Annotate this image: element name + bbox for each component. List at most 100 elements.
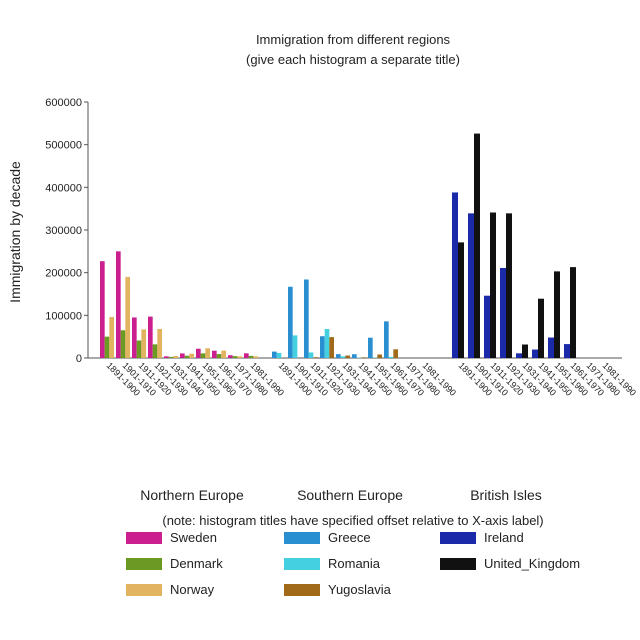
legend-swatch: [440, 558, 476, 570]
bar-greece: [320, 336, 325, 358]
legend-swatch: [126, 558, 162, 570]
bar-united-kingdom: [490, 212, 496, 358]
bar-sweden: [180, 353, 185, 358]
chart-title: Immigration from different regions: [256, 32, 451, 47]
bar-norway: [157, 328, 162, 358]
legend-label: Yugoslavia: [328, 582, 392, 597]
bar-denmark: [232, 356, 238, 358]
y-tick-label: 300000: [45, 225, 82, 237]
bar-romania: [324, 328, 330, 358]
bar-sweden: [148, 316, 153, 358]
bar-united-kingdom: [506, 213, 512, 358]
bar-denmark: [200, 353, 206, 358]
bar-ireland: [484, 295, 490, 358]
x-axis: 1891-19001901-19101911-19201921-19301931…: [105, 360, 639, 398]
legend-swatch: [126, 532, 162, 544]
y-axis-label: Immigration by decade: [7, 161, 23, 303]
bar-norway: [237, 356, 242, 358]
bars: [100, 133, 576, 358]
bar-norway: [125, 276, 130, 358]
y-tick-label: 200000: [45, 268, 82, 280]
group-title: Northern Europe: [140, 487, 244, 503]
y-tick-label: 600000: [45, 97, 82, 109]
bar-romania: [340, 356, 346, 358]
legend-swatch: [284, 584, 320, 596]
bar-yugoslavia: [345, 355, 350, 358]
bar-united-kingdom: [522, 344, 528, 358]
bar-sweden: [244, 353, 249, 358]
bar-ireland: [548, 337, 554, 358]
bar-ireland: [452, 192, 458, 358]
bar-denmark: [248, 355, 254, 358]
legend-note: (note: histogram titles have specified o…: [162, 513, 543, 528]
y-tick-label: 0: [76, 353, 82, 365]
bar-yugoslavia: [393, 349, 398, 358]
bar-denmark: [184, 355, 190, 358]
legend-swatch: [126, 584, 162, 596]
bar-denmark: [136, 340, 142, 358]
bar-sweden: [212, 350, 217, 358]
legend-label: Romania: [328, 556, 381, 571]
bar-ireland: [500, 267, 506, 358]
y-tick-label: 500000: [45, 140, 82, 152]
bar-united-kingdom: [554, 271, 560, 358]
bar-norway: [109, 317, 114, 358]
bar-sweden: [100, 261, 105, 358]
bar-denmark: [104, 336, 110, 358]
bar-united-kingdom: [474, 133, 480, 358]
legend-swatch: [284, 558, 320, 570]
bar-romania: [308, 352, 314, 358]
bar-yugoslavia: [329, 337, 334, 358]
bar-greece: [304, 279, 309, 358]
legend-swatch: [284, 532, 320, 544]
bar-united-kingdom: [458, 242, 464, 358]
group-title: British Isles: [470, 487, 542, 503]
y-tick-label: 100000: [45, 310, 82, 322]
bar-united-kingdom: [570, 267, 576, 358]
y-axis: 0 100000 200000 300000 400000 500000 600000: [45, 97, 622, 365]
bar-yugoslavia: [377, 354, 382, 358]
bar-sweden: [164, 356, 169, 358]
bar-greece: [288, 286, 293, 358]
bar-norway: [253, 356, 258, 358]
bar-norway: [173, 355, 178, 358]
bar-norway: [205, 348, 210, 358]
bar-denmark: [216, 354, 222, 358]
bar-denmark: [120, 330, 126, 358]
legend-label: Ireland: [484, 530, 524, 545]
y-tick-label: 400000: [45, 182, 82, 194]
bar-yugoslavia: [313, 357, 318, 358]
bar-greece: [272, 351, 277, 358]
bar-united-kingdom: [538, 298, 544, 358]
bar-romania: [292, 335, 298, 358]
legend-label: Denmark: [170, 556, 223, 571]
bar-ireland: [532, 349, 538, 358]
bar-ireland: [564, 344, 570, 358]
bar-romania: [276, 352, 282, 358]
bar-romania: [388, 356, 394, 358]
bar-denmark: [152, 344, 158, 358]
bar-ireland: [516, 353, 522, 358]
bar-norway: [141, 329, 146, 358]
chart-subtitle: (give each histogram a separate title): [246, 52, 460, 67]
bar-norway: [189, 353, 194, 358]
bar-denmark: [168, 356, 174, 358]
bar-sweden: [116, 251, 121, 358]
bar-greece: [384, 321, 389, 358]
legend: Sweden Denmark Norway Greece Romania Yugoslav…: [126, 530, 580, 597]
legend-label: Norway: [170, 582, 215, 597]
bar-norway: [221, 350, 226, 358]
bar-greece: [352, 354, 357, 358]
legend-label: Greece: [328, 530, 371, 545]
bar-sweden: [132, 317, 137, 358]
legend-label: Sweden: [170, 530, 217, 545]
legend-swatch: [440, 532, 476, 544]
bar-sweden: [228, 355, 233, 358]
bar-greece: [336, 354, 341, 358]
group-titles: Northern Europe Southern Europe British Is…: [140, 487, 542, 503]
group-title: Southern Europe: [297, 487, 403, 503]
bar-greece: [368, 337, 373, 358]
bar-ireland: [468, 213, 474, 358]
legend-label: United_Kingdom: [484, 556, 580, 571]
